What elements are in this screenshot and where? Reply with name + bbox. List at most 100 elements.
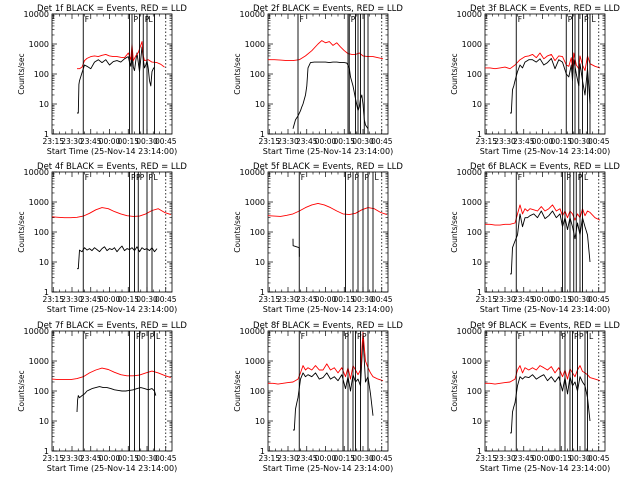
x-tick-label: 00:00 [532, 137, 554, 146]
x-tick-label: 23:45 [296, 295, 318, 304]
x-tick-label: 23:15 [475, 295, 497, 304]
x-tick-label: 23:15 [258, 295, 280, 304]
event-marker-label: P [141, 332, 146, 341]
plot-frame [484, 330, 606, 452]
y-axis-label: Counts/sec [450, 370, 459, 411]
event-marker-label: L [589, 332, 594, 341]
x-tick-label: 00:45 [155, 295, 177, 304]
y-tick-label: 100 [467, 228, 482, 237]
plot-frame [267, 13, 389, 135]
x-tick-label: 23:15 [42, 295, 64, 304]
x-tick-label: 00:45 [371, 454, 393, 463]
x-tick-label: 00:30 [136, 295, 158, 304]
panel-det-8: Det 8f BLACK = Events, RED = LLD 1 10 100 10… [233, 321, 403, 473]
y-tick-label: 10000 [240, 327, 265, 336]
x-tick-label: 00:15 [550, 137, 572, 146]
panel-title: Det 6f BLACK = Events, RED = LLD [470, 162, 620, 172]
y-tick-label: 1000 [29, 198, 49, 207]
x-tick-label: 00:00 [315, 295, 337, 304]
y-axis-label: Counts/sec [233, 211, 242, 252]
x-tick-label: 00:30 [352, 295, 374, 304]
event-marker-label: L [149, 15, 154, 24]
event-marker-label: F [301, 173, 305, 182]
x-tick-label: 00:00 [532, 454, 554, 463]
x-axis-label: Start Time (25-Nov-14 23:14:00) [480, 305, 610, 314]
y-tick-label: 1 [260, 130, 265, 139]
y-tick-label: 10 [255, 417, 265, 426]
y-tick-label: 1 [477, 130, 482, 139]
panel-det-5: Det 5f BLACK = Events, RED = LLD 1 10 100 10… [233, 162, 403, 314]
x-axis-label: Start Time (25-Nov-14 23:14:00) [47, 147, 177, 156]
series-line-events [510, 210, 591, 275]
y-tick-label: 1000 [462, 198, 482, 207]
series-line-lld [268, 40, 384, 62]
event-marker-label: P [365, 173, 370, 182]
x-tick-label: 00:00 [99, 295, 121, 304]
panel-det-4: Det 4f BLACK = Events, RED = LLD 1 10 100 10… [17, 162, 187, 314]
x-axis-label: Start Time (25-Nov-14 23:14:00) [263, 147, 393, 156]
panel-title: Det 3f BLACK = Events, RED = LLD [470, 4, 620, 14]
plot-frame [267, 171, 389, 293]
y-tick-label: 100 [250, 70, 265, 79]
y-axis-label: Counts/sec [233, 53, 242, 94]
x-tick-label: 00:30 [569, 454, 591, 463]
y-tick-label: 10 [39, 100, 49, 109]
series-line-events [510, 374, 591, 434]
event-marker-label: P [584, 15, 589, 24]
x-tick-label: 00:15 [550, 295, 572, 304]
series-line-lld [485, 52, 601, 72]
x-axis-label: Start Time (25-Nov-14 23:14:00) [47, 305, 177, 314]
x-tick-label: 00:45 [155, 454, 177, 463]
y-tick-label: 1000 [29, 357, 49, 366]
x-tick-label: 23:15 [42, 454, 64, 463]
y-tick-label: 1000 [245, 198, 265, 207]
y-tick-label: 1 [44, 288, 49, 297]
y-tick-label: 1 [44, 447, 49, 456]
event-marker-label: P [150, 332, 155, 341]
y-tick-label: 1000 [462, 40, 482, 49]
x-tick-label: 00:15 [550, 454, 572, 463]
series-line-lld [268, 331, 384, 385]
y-tick-label: 10000 [240, 10, 265, 19]
y-tick-label: 10 [39, 417, 49, 426]
event-marker-label: P [136, 332, 141, 341]
x-tick-label: 23:45 [80, 137, 102, 146]
x-axis-label: Start Time (25-Nov-14 23:14:00) [47, 464, 177, 473]
y-tick-label: 10 [472, 417, 482, 426]
x-tick-label: 00:30 [136, 137, 158, 146]
x-tick-label: 23:30 [277, 137, 299, 146]
x-axis-label: Start Time (25-Nov-14 23:14:00) [480, 147, 610, 156]
y-tick-label: 1000 [29, 40, 49, 49]
series-line-events [77, 245, 158, 270]
x-axis-label: Start Time (25-Nov-14 23:14:00) [480, 464, 610, 473]
event-marker-label: F [85, 15, 89, 24]
x-tick-label: 23:45 [80, 454, 102, 463]
x-tick-label: 00:00 [99, 454, 121, 463]
event-marker-label: L [154, 173, 159, 182]
panel-det-7: Det 7f BLACK = Events, RED = LLD 1 10 100 10… [17, 321, 187, 473]
x-tick-label: 23:30 [494, 454, 516, 463]
x-tick-label: 23:45 [513, 454, 535, 463]
x-tick-label: 00:30 [136, 454, 158, 463]
y-tick-label: 10000 [457, 168, 482, 177]
x-tick-label: 00:00 [315, 454, 337, 463]
x-tick-label: 23:30 [61, 454, 83, 463]
event-marker-label: F [300, 15, 304, 24]
x-axis-label: Start Time (25-Nov-14 23:14:00) [263, 464, 393, 473]
event-marker-label: P [347, 173, 352, 182]
y-tick-label: 10000 [457, 327, 482, 336]
y-tick-label: 10 [39, 258, 49, 267]
panel-title: Det 1f BLACK = Events, RED = LLD [37, 4, 187, 14]
event-marker-label: P [574, 332, 579, 341]
event-marker-label: P [567, 173, 572, 182]
panel-title: Det 8f BLACK = Events, RED = LLD [253, 321, 403, 331]
x-tick-label: 23:15 [42, 137, 64, 146]
y-axis-label: Counts/sec [450, 53, 459, 94]
series-line-lld [485, 204, 601, 226]
panel-det-1: Det 1f BLACK = Events, RED = LLD 1 10 100 10… [17, 4, 187, 156]
y-axis-label: Counts/sec [17, 370, 26, 411]
event-marker-label: L [375, 173, 380, 182]
x-tick-label: 23:30 [61, 137, 83, 146]
panel-title: Det 2f BLACK = Events, RED = LLD [253, 4, 403, 14]
